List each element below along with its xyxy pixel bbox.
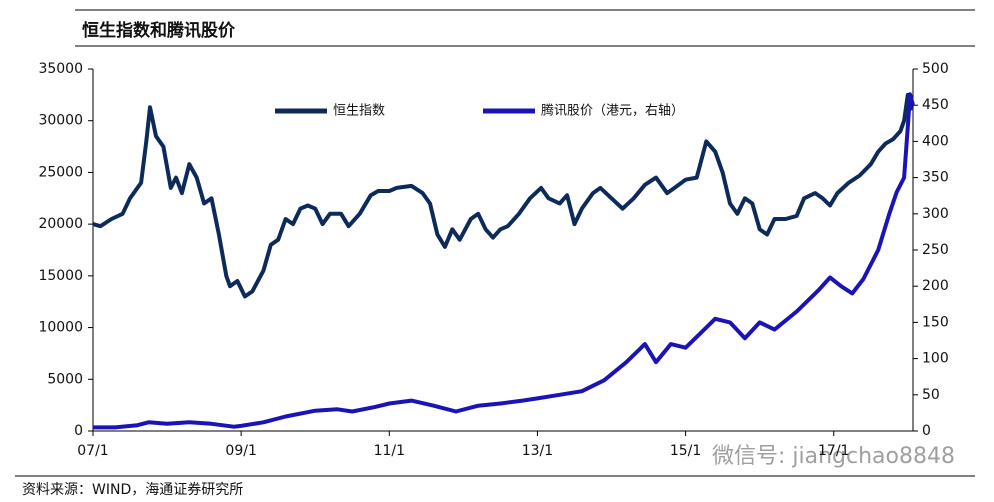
x-tick-label: 09/1 <box>225 443 256 459</box>
y2-tick-label: 500 <box>922 61 949 77</box>
source: 资料来源：WIND，海通证券研究所 <box>22 482 243 498</box>
y2-tick-label: 350 <box>922 170 949 186</box>
y-tick-label: 35000 <box>38 61 83 77</box>
x-tick-label: 07/1 <box>77 443 108 459</box>
x-tick-label: 15/1 <box>670 443 701 459</box>
legend-label: 恒生指数 <box>333 104 385 119</box>
y2-tick-label: 200 <box>922 278 949 294</box>
y-tick-label: 20000 <box>38 216 83 232</box>
y2-tick-label: 0 <box>922 423 931 439</box>
x-tick-label: 11/1 <box>374 443 405 459</box>
y2-tick-label: 300 <box>922 206 949 222</box>
legend-label: 腾讯股价（港元，右轴） <box>541 103 684 119</box>
watermark: 微信号: jiangchao8848 <box>712 444 955 469</box>
y2-tick-label: 250 <box>922 242 949 258</box>
y2-tick-label: 150 <box>922 314 949 330</box>
y2-tick-label: 50 <box>922 387 940 403</box>
series-line <box>92 92 914 299</box>
x-tick-label: 17/1 <box>818 443 849 459</box>
y-tick-label: 25000 <box>38 164 83 180</box>
y-tick-label: 10000 <box>38 320 83 336</box>
series-line <box>93 92 915 430</box>
x-tick-label: 13/1 <box>522 443 553 459</box>
y2-tick-label: 400 <box>922 133 949 149</box>
y2-tick-label: 450 <box>922 97 949 113</box>
y-tick-label: 30000 <box>38 113 83 129</box>
y2-tick-label: 100 <box>922 351 949 367</box>
y-tick-label: 15000 <box>38 268 83 284</box>
y-tick-label: 5000 <box>47 371 83 387</box>
chart-title: 恒生指数和腾讯股价 <box>82 20 236 41</box>
y-tick-label: 0 <box>74 423 83 439</box>
